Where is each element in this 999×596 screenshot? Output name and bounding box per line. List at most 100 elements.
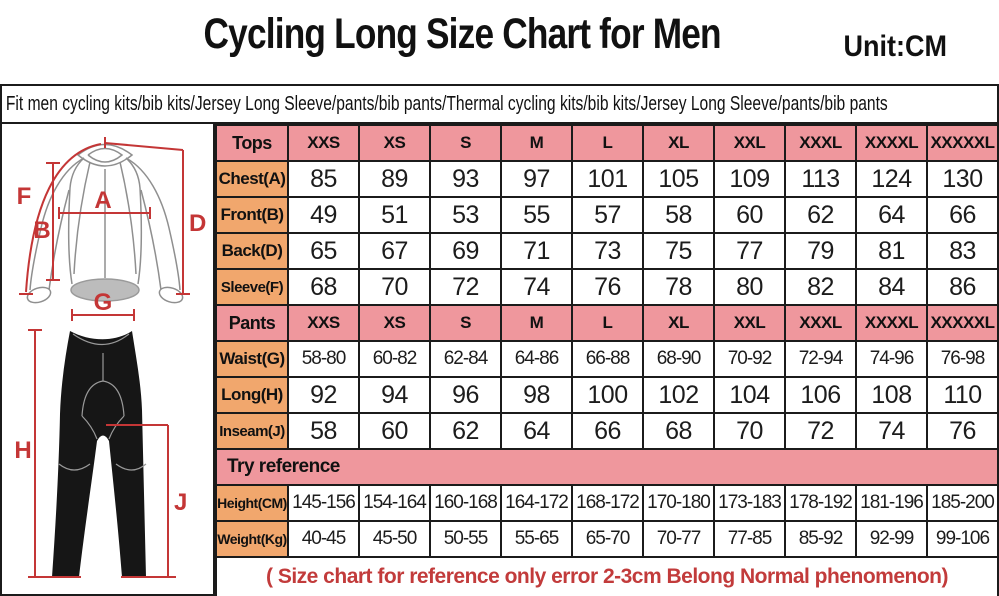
value-cell: 101 bbox=[571, 160, 644, 198]
row-label-cell: Height(CM) bbox=[215, 484, 289, 522]
value-cell: 62 bbox=[784, 196, 857, 234]
value-cell: 71 bbox=[500, 232, 573, 270]
pants-silhouette bbox=[52, 331, 147, 577]
measurement-diagram: A B D F G H J bbox=[14, 137, 206, 578]
size-header-cell: XS bbox=[358, 124, 431, 162]
size-header-cell: M bbox=[500, 124, 573, 162]
size-header-cell: S bbox=[429, 124, 502, 162]
value-cell: 109 bbox=[713, 160, 786, 198]
value-cell: 60 bbox=[713, 196, 786, 234]
row-label-cell: Long(H) bbox=[215, 376, 289, 414]
size-header-cell: XL bbox=[642, 124, 715, 162]
size-header-cell: M bbox=[500, 304, 573, 342]
row-label-cell: Back(D) bbox=[215, 232, 289, 270]
disclaimer-note: ( Size chart for reference only error 2-… bbox=[215, 556, 999, 596]
value-cell: 99-106 bbox=[926, 520, 999, 558]
value-cell: 66 bbox=[571, 412, 644, 450]
value-cell: 69 bbox=[429, 232, 502, 270]
dim-label-d: D bbox=[189, 210, 206, 237]
value-cell: 77-85 bbox=[713, 520, 786, 558]
value-cell: 66 bbox=[926, 196, 999, 234]
measurement-row: Weight(Kg) 40-45 45-50 50-55 55-65 65-70 70-77… bbox=[215, 520, 999, 558]
fit-description-strip: Fit men cycling kits/bib kits/Jersey Lon… bbox=[0, 84, 999, 124]
value-cell: 92 bbox=[287, 376, 360, 414]
size-header-cell: S bbox=[429, 304, 502, 342]
fit-description-text: Fit men cycling kits/bib kits/Jersey Lon… bbox=[5, 92, 888, 115]
size-header-cell: XXXL bbox=[784, 304, 857, 342]
dim-label-g: G bbox=[94, 289, 113, 316]
value-cell: 70 bbox=[713, 412, 786, 450]
page-title: Cycling Long Size Chart for Men bbox=[203, 10, 721, 58]
value-cell: 106 bbox=[784, 376, 857, 414]
value-cell: 168-172 bbox=[571, 484, 644, 522]
value-cell: 45-50 bbox=[358, 520, 431, 558]
value-cell: 160-168 bbox=[429, 484, 502, 522]
row-label-cell: Sleeve(F) bbox=[215, 268, 289, 306]
value-cell: 50-55 bbox=[429, 520, 502, 558]
size-header-cell: XXXXXL bbox=[926, 304, 999, 342]
value-cell: 89 bbox=[358, 160, 431, 198]
value-cell: 124 bbox=[855, 160, 928, 198]
row-label-cell: Chest(A) bbox=[215, 160, 289, 198]
dim-label-j: J bbox=[174, 489, 187, 516]
value-cell: 68 bbox=[287, 268, 360, 306]
value-cell: 85 bbox=[287, 160, 360, 198]
measurement-row: Long(H) 92 94 96 98 100 102 104 106 108 110 bbox=[215, 376, 999, 414]
section-header-row: Try reference bbox=[215, 448, 999, 486]
size-header-cell: L bbox=[571, 304, 644, 342]
value-cell: 58-80 bbox=[287, 340, 360, 378]
value-cell: 77 bbox=[713, 232, 786, 270]
value-cell: 74 bbox=[855, 412, 928, 450]
size-table-body: Tops XXS XS S M L XL XXL XXXL XXXXL XXXXXL Chest(A)… bbox=[215, 124, 999, 596]
value-cell: 75 bbox=[642, 232, 715, 270]
size-header-cell: XS bbox=[358, 304, 431, 342]
value-cell: 102 bbox=[642, 376, 715, 414]
value-cell: 93 bbox=[429, 160, 502, 198]
value-cell: 40-45 bbox=[287, 520, 360, 558]
value-cell: 67 bbox=[358, 232, 431, 270]
size-header-cell: XXS bbox=[287, 124, 360, 162]
section-header-cell: Pants bbox=[215, 304, 289, 342]
value-cell: 170-180 bbox=[642, 484, 715, 522]
value-cell: 185-200 bbox=[926, 484, 999, 522]
value-cell: 164-172 bbox=[500, 484, 573, 522]
value-cell: 173-183 bbox=[713, 484, 786, 522]
size-header-cell: XXXXL bbox=[855, 304, 928, 342]
dim-label-a: A bbox=[94, 187, 111, 214]
size-header-cell: XXXXL bbox=[855, 124, 928, 162]
value-cell: 105 bbox=[642, 160, 715, 198]
value-cell: 86 bbox=[926, 268, 999, 306]
value-cell: 76 bbox=[926, 412, 999, 450]
dim-label-b: B bbox=[33, 217, 50, 244]
value-cell: 58 bbox=[287, 412, 360, 450]
value-cell: 76 bbox=[571, 268, 644, 306]
value-cell: 65 bbox=[287, 232, 360, 270]
value-cell: 96 bbox=[429, 376, 502, 414]
dim-label-f: F bbox=[17, 183, 32, 210]
value-cell: 55 bbox=[500, 196, 573, 234]
value-cell: 72 bbox=[429, 268, 502, 306]
value-cell: 83 bbox=[926, 232, 999, 270]
value-cell: 65-70 bbox=[571, 520, 644, 558]
value-cell: 92-99 bbox=[855, 520, 928, 558]
value-cell: 81 bbox=[855, 232, 928, 270]
value-cell: 57 bbox=[571, 196, 644, 234]
section-header-cell: Tops bbox=[215, 124, 289, 162]
size-header-cell: XXL bbox=[713, 304, 786, 342]
value-cell: 60-82 bbox=[358, 340, 431, 378]
row-label-cell: Waist(G) bbox=[215, 340, 289, 378]
value-cell: 62 bbox=[429, 412, 502, 450]
measurement-row: Sleeve(F) 68 70 72 74 76 78 80 82 84 86 bbox=[215, 268, 999, 306]
value-cell: 58 bbox=[642, 196, 715, 234]
value-cell: 74-96 bbox=[855, 340, 928, 378]
value-cell: 178-192 bbox=[784, 484, 857, 522]
value-cell: 60 bbox=[358, 412, 431, 450]
size-header-cell: XXS bbox=[287, 304, 360, 342]
value-cell: 100 bbox=[571, 376, 644, 414]
value-cell: 181-196 bbox=[855, 484, 928, 522]
value-cell: 64-86 bbox=[500, 340, 573, 378]
measurement-row: Back(D) 65 67 69 71 73 75 77 79 81 83 bbox=[215, 232, 999, 270]
value-cell: 66-88 bbox=[571, 340, 644, 378]
value-cell: 73 bbox=[571, 232, 644, 270]
